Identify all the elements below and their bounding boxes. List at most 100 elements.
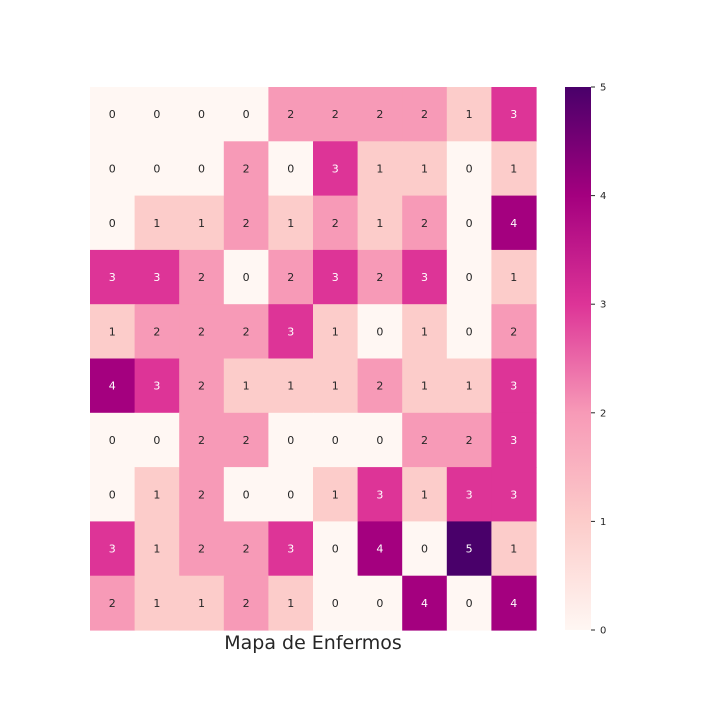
heatmap-cell	[223, 195, 269, 251]
heatmap-cell	[179, 304, 225, 360]
heatmap-cell	[491, 412, 537, 468]
cell-value-label: 2	[287, 271, 294, 284]
colorbar-tick-label: 2	[600, 408, 606, 419]
colorbar-ticks: 0 1 2 3 4 5	[591, 83, 606, 637]
heatmap-cell	[134, 358, 180, 414]
cell-value-label: 2	[153, 325, 160, 338]
heatmap-cell	[179, 141, 225, 197]
cell-value-label: 4	[510, 597, 517, 610]
cell-value-label: 5	[466, 543, 473, 556]
cell-value-label: 1	[376, 217, 383, 230]
heatmap-cell	[90, 249, 136, 305]
colorbar-tick-label: 1	[600, 517, 606, 528]
cell-value-label: 0	[466, 217, 473, 230]
cell-value-label: 1	[153, 543, 160, 556]
cell-value-label: 0	[109, 488, 116, 501]
heatmap-cell	[90, 141, 136, 197]
heatmap-cell	[446, 195, 492, 251]
cell-value-label: 1	[421, 488, 428, 501]
x-axis-label: Mapa de Enfermos	[224, 632, 402, 654]
cell-value-label: 1	[153, 488, 160, 501]
cell-value-label: 2	[376, 271, 383, 284]
heatmap-cell	[90, 412, 136, 468]
heatmap-cells	[90, 87, 537, 631]
heatmap-cell	[268, 141, 314, 197]
colorbar-tick-label: 3	[600, 300, 606, 311]
heatmap-cell	[491, 467, 537, 522]
cell-value-label: 0	[109, 434, 116, 447]
cell-value-label: 1	[376, 162, 383, 175]
cell-value-label: 2	[332, 108, 339, 121]
cell-value-label: 1	[332, 488, 339, 501]
heatmap-cell	[446, 358, 492, 414]
heatmap-cell	[90, 358, 136, 414]
heatmap-cell	[357, 87, 403, 142]
cell-value-label: 4	[109, 380, 116, 393]
cell-value-label: 0	[466, 325, 473, 338]
cell-annotations: 0 0 0 0 2 2 2 2 1 3 0 0 0 2 0 3 1 1 0 1 0 1 1 2 1 2 1 2 0 4 3 3 2 0 2 3 2 3 0 1…	[109, 108, 517, 610]
cell-value-label: 0	[421, 543, 428, 556]
cell-value-label: 1	[466, 380, 473, 393]
heatmap-cell	[491, 304, 537, 360]
heatmap-cell	[357, 141, 403, 197]
heatmap-cell	[357, 467, 403, 522]
cell-value-label: 1	[287, 380, 294, 393]
cell-value-label: 2	[198, 325, 205, 338]
cell-value-label: 1	[287, 597, 294, 610]
cell-value-label: 0	[243, 271, 250, 284]
heatmap-cell	[134, 141, 180, 197]
heatmap-cell	[90, 195, 136, 251]
heatmap-cell	[223, 467, 269, 522]
cell-value-label: 0	[243, 108, 250, 121]
cell-value-label: 2	[243, 162, 250, 175]
cell-value-label: 2	[198, 271, 205, 284]
heatmap-cell	[491, 87, 537, 142]
cell-value-label: 0	[198, 162, 205, 175]
cell-value-label: 2	[198, 434, 205, 447]
heatmap-cell	[491, 521, 537, 577]
cell-value-label: 4	[510, 217, 517, 230]
heatmap-cell	[446, 87, 492, 142]
heatmap-cell	[134, 249, 180, 305]
cell-value-label: 0	[466, 162, 473, 175]
heatmap-cell	[357, 358, 403, 414]
heatmap-cell	[134, 467, 180, 522]
cell-value-label: 2	[421, 434, 428, 447]
heatmap-cell	[268, 467, 314, 522]
cell-value-label: 3	[510, 434, 517, 447]
heatmap-cell	[223, 521, 269, 577]
cell-value-label: 3	[153, 380, 160, 393]
heatmap-cell	[313, 141, 359, 197]
cell-value-label: 3	[332, 271, 339, 284]
heatmap-cell	[402, 358, 448, 414]
cell-value-label: 2	[376, 108, 383, 121]
heatmap-cell	[402, 304, 448, 360]
heatmap-cell	[402, 195, 448, 251]
cell-value-label: 0	[376, 597, 383, 610]
cell-value-label: 2	[243, 217, 250, 230]
cell-value-label: 2	[376, 380, 383, 393]
cell-value-label: 3	[510, 488, 517, 501]
heatmap-cell	[402, 249, 448, 305]
heatmap-cell	[446, 412, 492, 468]
cell-value-label: 0	[198, 108, 205, 121]
heatmap-cell	[134, 87, 180, 142]
heatmap-cell	[90, 87, 136, 142]
heatmap-cell	[179, 249, 225, 305]
colorbar-tick-label: 5	[600, 83, 606, 94]
heatmap-cell	[491, 575, 537, 631]
cell-value-label: 0	[376, 325, 383, 338]
heatmap-cell	[90, 467, 136, 522]
heatmap-cell	[357, 195, 403, 251]
heatmap-cell	[223, 141, 269, 197]
heatmap-cell	[402, 412, 448, 468]
heatmap-cell	[179, 575, 225, 631]
cell-value-label: 0	[332, 597, 339, 610]
cell-value-label: 1	[198, 597, 205, 610]
cell-value-label: 2	[243, 543, 250, 556]
heatmap-cell	[357, 249, 403, 305]
heatmap-cell	[268, 249, 314, 305]
heatmap-cell	[179, 412, 225, 468]
heatmap-cell	[491, 358, 537, 414]
cell-value-label: 0	[109, 162, 116, 175]
